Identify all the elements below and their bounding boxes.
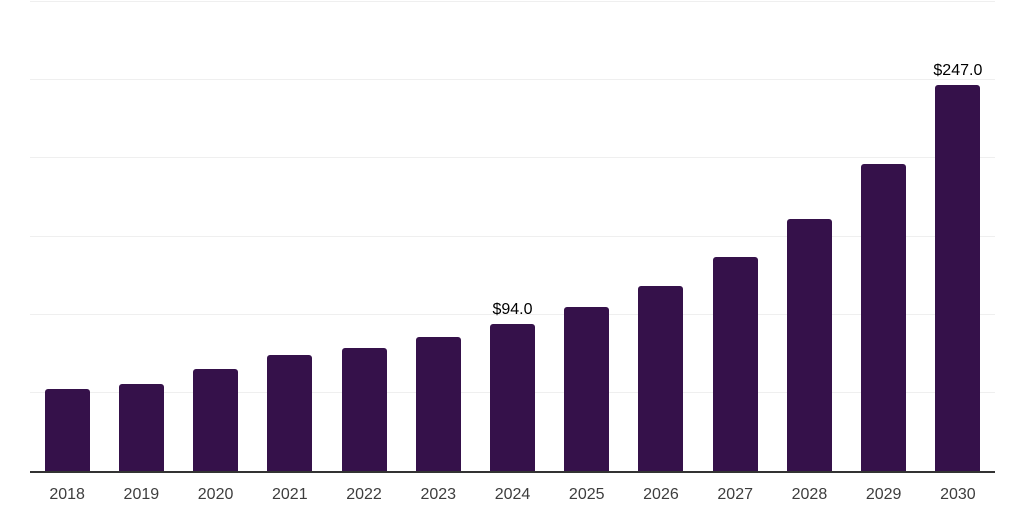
- data-label-2024: $94.0: [492, 301, 533, 319]
- bar-2029: [861, 164, 907, 471]
- bar-2027: [712, 256, 758, 471]
- bar-2026: [638, 286, 684, 471]
- gridline-150: [30, 235, 995, 237]
- x-tick-2025: 2025: [568, 486, 605, 503]
- bar-2025: [564, 306, 610, 471]
- x-tick-2020: 2020: [197, 486, 234, 503]
- plot-area: $94.0 $247.0: [30, 1, 995, 471]
- gridline-100: [30, 313, 995, 315]
- x-tick-2026: 2026: [643, 486, 679, 503]
- x-tick-2023: 2023: [420, 486, 457, 503]
- x-tick-2029: 2029: [865, 486, 902, 503]
- gridline-300: [30, 1, 995, 2]
- gridline-200: [30, 157, 995, 159]
- x-axis-line: [30, 471, 995, 473]
- x-tick-2021: 2021: [272, 486, 308, 503]
- x-tick-2028: 2028: [791, 486, 828, 503]
- bar-2021: [267, 355, 313, 471]
- x-tick-2019: 2019: [123, 486, 160, 503]
- data-label-2030: $247.0: [933, 61, 983, 79]
- bar-2024: [490, 324, 535, 471]
- bar-2019: [118, 383, 164, 471]
- bar-2022: [341, 347, 387, 471]
- gridline-250: [30, 79, 995, 81]
- x-tick-2024: 2024: [494, 486, 531, 503]
- bar-2030: [935, 84, 981, 471]
- x-tick-2027: 2027: [717, 486, 753, 503]
- bar-2018: [44, 389, 90, 471]
- x-tick-2030: 2030: [940, 486, 976, 503]
- bar-2028: [786, 218, 832, 471]
- x-tick-2022: 2022: [346, 486, 382, 503]
- x-tick-2018: 2018: [49, 486, 85, 503]
- bar-2023: [415, 337, 461, 471]
- bar-2020: [193, 368, 239, 471]
